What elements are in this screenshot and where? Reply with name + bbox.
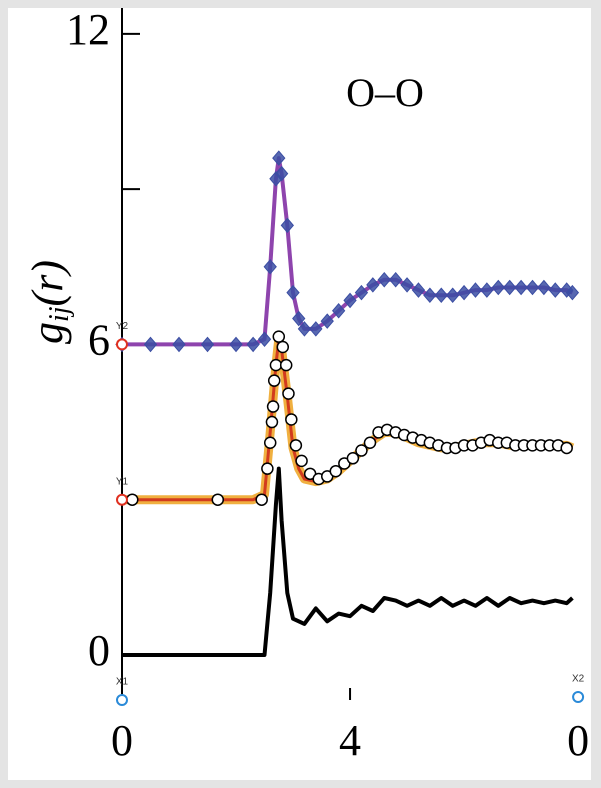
panel-background bbox=[8, 8, 591, 780]
circle-marker bbox=[289, 439, 303, 452]
x-tick-label: 0 bbox=[567, 716, 589, 765]
diamond-marker bbox=[200, 336, 215, 353]
x-tick-label: 0 bbox=[111, 716, 133, 765]
calibration-point bbox=[116, 694, 128, 706]
y-label-base: g bbox=[23, 322, 72, 344]
y-label-rest: (r) bbox=[23, 260, 72, 306]
calibration-point bbox=[116, 338, 128, 351]
calibration-label: X2 bbox=[572, 674, 585, 685]
circle-marker bbox=[282, 387, 295, 400]
y-tick-label: 12 bbox=[66, 5, 110, 54]
series-line bbox=[122, 466, 574, 657]
diamond-marker bbox=[565, 284, 580, 301]
circle-marker bbox=[285, 413, 298, 426]
diamond-marker bbox=[274, 165, 289, 182]
circle-marker bbox=[295, 454, 308, 468]
diamond-marker bbox=[457, 284, 471, 301]
diamond-marker bbox=[548, 282, 562, 298]
circle-marker bbox=[267, 374, 281, 387]
diamond-marker bbox=[434, 287, 448, 304]
circle-marker bbox=[560, 441, 573, 455]
circle-marker bbox=[269, 358, 283, 372]
circle-marker bbox=[346, 452, 360, 465]
diamond-marker bbox=[257, 331, 272, 348]
diamond-marker bbox=[468, 282, 483, 298]
diamond-marker bbox=[514, 279, 528, 296]
y-tick-label: 0 bbox=[88, 626, 110, 675]
diamond-marker bbox=[229, 336, 243, 353]
diamond-marker bbox=[491, 279, 505, 296]
chart-title: O–O bbox=[346, 70, 424, 115]
circle-marker bbox=[265, 415, 279, 429]
circle-marker bbox=[276, 340, 290, 354]
diamond-marker bbox=[537, 279, 551, 296]
diamond-marker bbox=[286, 284, 300, 301]
diamond-marker bbox=[172, 336, 186, 353]
diamond-marker bbox=[423, 287, 437, 304]
circle-marker bbox=[355, 444, 368, 457]
diamond-marker bbox=[263, 259, 277, 275]
calibration-point bbox=[572, 691, 585, 703]
y-axis-label: gij(r) bbox=[23, 260, 75, 344]
diamond-marker bbox=[143, 336, 158, 353]
diamond-marker bbox=[411, 282, 426, 298]
diamond-marker bbox=[343, 292, 357, 309]
diamond-marker bbox=[366, 277, 380, 293]
y-label-subscript: ij bbox=[44, 306, 75, 322]
diamond-marker bbox=[354, 284, 369, 301]
diamond-marker bbox=[480, 282, 494, 298]
calibration-label: Y2 bbox=[116, 321, 129, 332]
y-tick-label: 6 bbox=[88, 316, 110, 365]
circle-marker bbox=[363, 436, 377, 450]
diamond-marker bbox=[400, 277, 414, 293]
diamond-marker bbox=[377, 271, 391, 288]
diamond-marker bbox=[446, 287, 460, 304]
circle-marker bbox=[279, 358, 293, 372]
circle-marker bbox=[261, 462, 274, 475]
diamond-marker bbox=[525, 279, 540, 296]
circle-marker bbox=[272, 330, 286, 343]
circle-marker bbox=[211, 493, 225, 506]
diamond-marker bbox=[503, 279, 517, 296]
x-tick-label: 4 bbox=[339, 716, 361, 765]
diamond-marker bbox=[272, 150, 286, 166]
diamond-marker bbox=[280, 217, 294, 234]
diamond-marker bbox=[331, 303, 346, 319]
circle-marker bbox=[263, 436, 277, 450]
circle-marker bbox=[255, 493, 268, 506]
diamond-marker bbox=[320, 313, 334, 329]
diamond-marker bbox=[246, 336, 260, 353]
circle-marker bbox=[126, 493, 139, 506]
diamond-marker bbox=[389, 271, 403, 288]
calibration-label: Y1 bbox=[116, 476, 129, 487]
circle-marker bbox=[329, 464, 343, 478]
calibration-label: X1 bbox=[116, 677, 129, 688]
diamond-marker bbox=[309, 321, 323, 337]
circle-marker bbox=[266, 400, 280, 413]
diamond-marker bbox=[292, 310, 306, 327]
diamond-marker bbox=[297, 321, 312, 337]
calibration-point bbox=[116, 493, 128, 506]
